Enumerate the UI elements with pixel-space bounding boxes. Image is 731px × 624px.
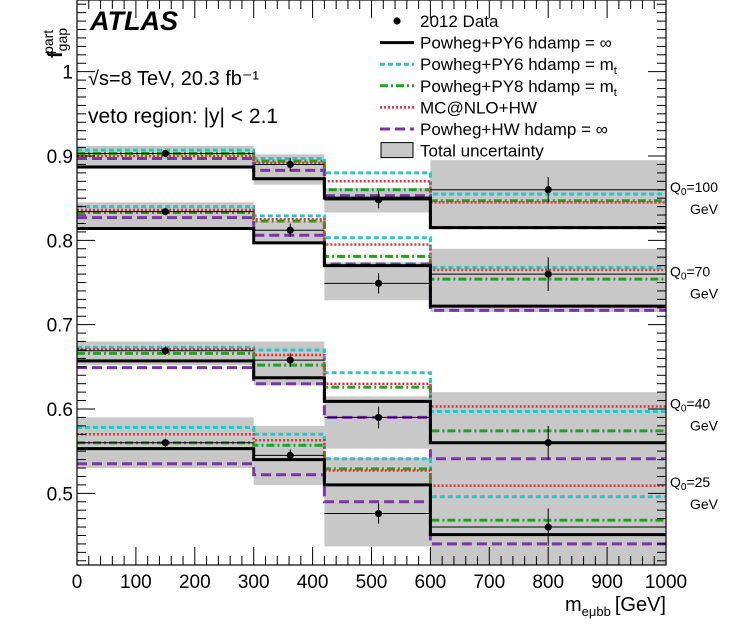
prediction-line-py6_inf bbox=[77, 359, 666, 445]
prediction-line-py6_inf bbox=[77, 447, 666, 537]
region-label: veto region: |y| < 2.1 bbox=[88, 105, 278, 128]
q0-label: Q0=25 bbox=[670, 474, 710, 493]
prediction-line-py6_inf bbox=[77, 165, 666, 230]
q0-label-value: =40 bbox=[686, 396, 710, 412]
q0-label-sub: 0 bbox=[681, 271, 687, 282]
prediction-line-py6_inf bbox=[77, 227, 666, 308]
data-point bbox=[544, 439, 552, 447]
q0-label: Q0=100 bbox=[670, 179, 718, 198]
q0-label-value: =70 bbox=[686, 263, 710, 279]
legend-label-sub: t bbox=[614, 65, 617, 77]
x-axis-label-main: m bbox=[565, 594, 582, 616]
legend-label-hw_inf: Powheg+HW hdamp = ∞ bbox=[420, 120, 608, 139]
q0-label-q: Q bbox=[670, 396, 681, 412]
y-tick-label: 0.8 bbox=[47, 231, 73, 252]
legend-marker-data bbox=[393, 17, 401, 25]
legend-label-sub: t bbox=[614, 87, 617, 99]
data-point bbox=[374, 509, 383, 518]
x-tick-label: 500 bbox=[356, 572, 388, 593]
x-axis-label: meμbb [GeV] bbox=[565, 594, 666, 619]
energy-label: √s=8 TeV, 20.3 fb⁻¹ bbox=[88, 68, 259, 90]
x-tick-label: 200 bbox=[179, 572, 211, 593]
legend-swatch-uncertainty bbox=[380, 142, 414, 159]
data-point bbox=[544, 186, 552, 194]
data-point bbox=[374, 279, 383, 287]
legend-label-data: 2012 Data bbox=[420, 12, 499, 31]
legend-label-mcnlo: MC@NLO+HW bbox=[420, 98, 537, 117]
data-point bbox=[286, 451, 294, 459]
prediction-line-hw_inf bbox=[77, 462, 666, 546]
q0-label-q: Q bbox=[670, 179, 681, 195]
x-axis-label-unit: [GeV] bbox=[615, 594, 666, 616]
x-tick-label: 100 bbox=[120, 572, 152, 593]
data-point bbox=[544, 270, 552, 278]
x-tick-label: 400 bbox=[297, 572, 329, 593]
data-point bbox=[374, 196, 383, 204]
data-point bbox=[286, 160, 294, 169]
q0-label-sub: 0 bbox=[681, 404, 687, 415]
data-point bbox=[161, 439, 169, 447]
x-tick-label: 800 bbox=[532, 572, 564, 593]
x-tick-label: 600 bbox=[415, 572, 447, 593]
y-tick-label: 0.5 bbox=[47, 484, 73, 505]
q0-label-value: =25 bbox=[686, 474, 710, 490]
prediction-line-hw_inf bbox=[77, 366, 666, 461]
y-tick-label: 0.9 bbox=[47, 147, 73, 168]
x-tick-label: 700 bbox=[473, 572, 505, 593]
uncertainty-band bbox=[324, 396, 431, 449]
data-point bbox=[544, 523, 552, 531]
axes: 0 100 200 300 400 500 600 700 800 900 10000.50.60.… bbox=[47, 0, 687, 593]
legend-label-py6_mt: Powheg+PY6 hdamp = mt bbox=[420, 55, 617, 77]
x-tick-label: 300 bbox=[238, 572, 270, 593]
q0-label-sub: 0 bbox=[681, 187, 687, 198]
q0-label-unit: GeV bbox=[690, 496, 719, 512]
q0-label-unit: GeV bbox=[690, 418, 719, 434]
q0-label: Q0=40 bbox=[670, 396, 710, 415]
legend-label-py6_inf: Powheg+PY6 hdamp = ∞ bbox=[420, 34, 612, 53]
data-point bbox=[161, 208, 169, 216]
q0-label-q: Q bbox=[670, 474, 681, 490]
y-axis-label-sub: gap bbox=[54, 28, 70, 52]
legend: 2012 Data Powheg+PY6 hdamp = ∞ Powheg+PY6 … bbox=[380, 12, 617, 161]
q0-label-value: =100 bbox=[686, 179, 718, 195]
x-tick-label: 1000 bbox=[645, 572, 687, 593]
y-tick-label: 0.6 bbox=[47, 400, 73, 421]
y-axis-label-main: f bbox=[45, 51, 67, 58]
x-tick-label: 900 bbox=[591, 572, 623, 593]
y-axis-label-sup: part bbox=[40, 30, 56, 54]
y-tick-label: 1 bbox=[62, 63, 73, 84]
data-point bbox=[286, 356, 294, 364]
x-axis-label-sub: eμbb bbox=[582, 604, 611, 619]
labels: ATLAS √s=8 TeV, 20.3 fb⁻¹ veto region: |… bbox=[40, 6, 666, 619]
data-point bbox=[286, 226, 294, 234]
data-point bbox=[161, 347, 169, 355]
data-point bbox=[374, 413, 383, 422]
y-axis-label: fgappart bbox=[40, 28, 70, 58]
q0-label-unit: GeV bbox=[690, 285, 719, 301]
q0-label-sub: 0 bbox=[681, 482, 687, 493]
data-point bbox=[161, 149, 169, 158]
legend-label-py8_mt: Powheg+PY8 hdamp = mt bbox=[420, 77, 617, 99]
legend-label-unc: Total uncertainty bbox=[420, 142, 544, 161]
x-tick-label: 0 bbox=[72, 572, 83, 593]
q0-label: Q0=70 bbox=[670, 263, 710, 282]
atlas-label: ATLAS bbox=[89, 6, 178, 36]
plot-content bbox=[77, 145, 666, 565]
q0-label-unit: GeV bbox=[690, 201, 719, 217]
plot-area bbox=[77, 145, 666, 565]
y-tick-label: 0.7 bbox=[47, 316, 73, 337]
q0-label-q: Q bbox=[670, 263, 681, 279]
prediction-line-mcnlo bbox=[77, 347, 666, 408]
prediction-line-py8_mt bbox=[77, 151, 666, 203]
